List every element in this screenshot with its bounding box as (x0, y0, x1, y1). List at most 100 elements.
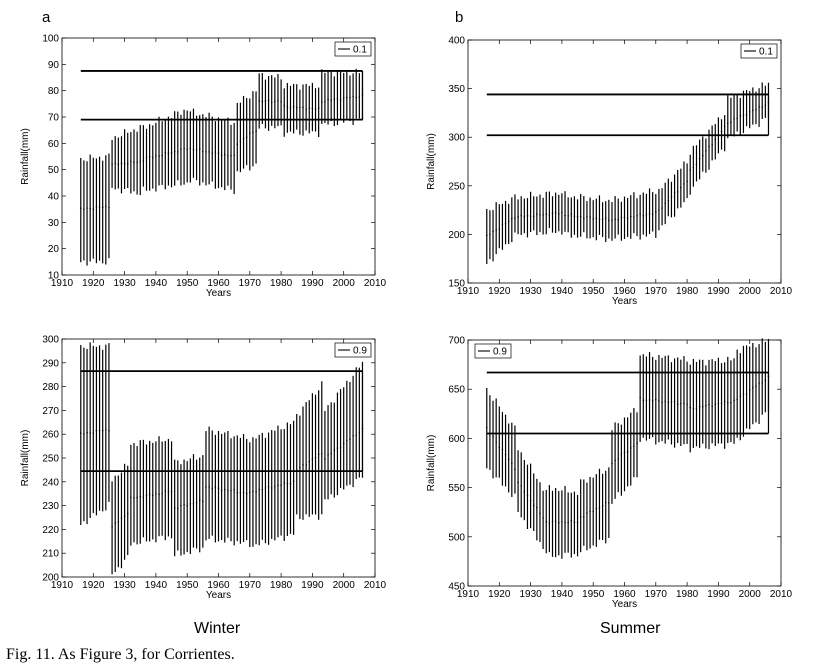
mean-point (551, 212, 554, 215)
mean-point (245, 492, 248, 495)
x-tick-label: 2010 (770, 286, 793, 297)
mean-point (217, 487, 220, 489)
y-axis-label: Rainfall(mm) (426, 133, 437, 190)
x-tick-label: 1990 (301, 580, 324, 591)
mean-point (205, 151, 207, 153)
mean-point (629, 447, 632, 449)
mean-point (267, 485, 270, 488)
mean-point (101, 429, 104, 432)
panel-letter-b: b (455, 9, 464, 26)
mean-point (673, 192, 676, 194)
mean-point (151, 494, 154, 497)
mean-point (495, 229, 497, 231)
mean-point (270, 487, 273, 489)
mean-point (676, 191, 679, 193)
mean-point (539, 512, 541, 515)
mean-point (723, 400, 726, 403)
mean-point (492, 435, 494, 438)
legend-box (334, 41, 372, 57)
x-tick-label: 1940 (145, 580, 168, 591)
mean-point (136, 161, 138, 164)
y-axis-label: Rainfall(mm) (20, 430, 31, 487)
mean-point (764, 379, 767, 382)
mean-point (579, 516, 582, 518)
mean-point (651, 213, 654, 215)
y-tick-label: 450 (448, 582, 465, 593)
mean-point (320, 453, 323, 455)
mean-point (614, 218, 616, 221)
y-axis-label: Rainfall(mm) (426, 435, 437, 492)
mean-point (545, 520, 548, 523)
mean-point (623, 216, 626, 219)
mean-point (349, 438, 351, 440)
mean-point (523, 491, 526, 493)
mean-point (752, 109, 754, 111)
mean-point (339, 446, 342, 449)
y-tick-label: 600 (448, 434, 465, 445)
mean-point (752, 386, 754, 389)
x-tick-label: 1930 (519, 589, 542, 600)
mean-point (695, 408, 698, 410)
mean-point (501, 223, 504, 226)
mean-point (576, 215, 579, 218)
mean-point (242, 137, 245, 140)
mean-point (161, 492, 163, 495)
mean-point (227, 489, 229, 492)
mean-point (529, 499, 532, 502)
mean-point (333, 449, 336, 452)
x-tick-label: 1970 (645, 589, 668, 600)
mean-point (108, 206, 110, 209)
mean-point (173, 507, 176, 509)
mean-point (177, 151, 179, 153)
mean-point (720, 130, 723, 133)
mean-point (745, 114, 748, 116)
mean-point (189, 502, 192, 505)
mean-point (620, 216, 623, 219)
mean-point (548, 522, 551, 525)
mean-point (579, 215, 582, 218)
mean-point (299, 466, 301, 469)
mean-point (611, 462, 613, 465)
mean-point (742, 393, 745, 396)
mean-point (642, 399, 645, 402)
x-tick-label: 2010 (770, 589, 793, 600)
x-tick-label: 2010 (364, 278, 387, 289)
mean-point (346, 440, 348, 442)
y-tick-label: 200 (42, 573, 59, 584)
mean-point (532, 215, 535, 218)
mean-point (277, 484, 279, 486)
mean-point (523, 215, 526, 218)
mean-point (223, 488, 226, 491)
mean-point (711, 405, 713, 408)
legend-box (334, 342, 372, 358)
mean-point (317, 107, 320, 109)
mean-point (626, 450, 629, 453)
mean-point (289, 482, 292, 485)
mean-point (714, 403, 717, 406)
mean-point (520, 485, 523, 487)
mean-point (620, 453, 623, 456)
mean-point (105, 205, 107, 208)
mean-point (601, 505, 604, 507)
mean-point (258, 100, 260, 102)
mean-point (183, 147, 185, 150)
y-tick-label: 350 (448, 84, 465, 95)
x-tick-label: 1930 (113, 278, 136, 289)
mean-point (95, 205, 98, 208)
y-tick-label: 300 (448, 133, 465, 144)
mean-point (664, 400, 666, 403)
mean-point (739, 395, 742, 398)
x-tick-label: 1970 (239, 278, 262, 289)
mean-point (330, 452, 332, 455)
x-axis-label: Years (612, 296, 637, 307)
y-tick-label: 270 (42, 406, 59, 417)
x-tick-label: 1980 (676, 286, 699, 297)
mean-point (601, 218, 604, 221)
x-tick-label: 1910 (457, 286, 480, 297)
mean-point (708, 403, 710, 406)
mean-point (83, 433, 85, 435)
mean-point (98, 206, 101, 208)
mean-point (592, 218, 594, 220)
mean-point (270, 101, 273, 104)
x-tick-label: 2000 (739, 286, 762, 297)
